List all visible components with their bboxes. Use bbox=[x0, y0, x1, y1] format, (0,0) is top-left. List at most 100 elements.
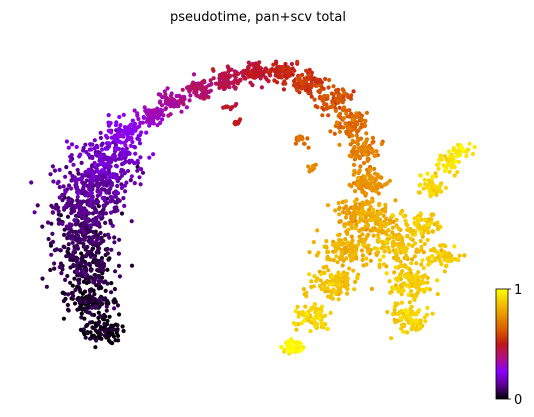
scatter-point bbox=[406, 292, 411, 297]
scatter-point bbox=[355, 176, 361, 181]
scatter-point bbox=[106, 167, 111, 172]
scatter-point bbox=[352, 287, 357, 292]
scatter-point bbox=[116, 251, 121, 256]
scatter-point bbox=[100, 187, 105, 192]
scatter-point bbox=[90, 235, 95, 240]
scatter-point bbox=[319, 320, 324, 325]
scatter-point bbox=[71, 293, 76, 299]
scatter-point bbox=[77, 287, 82, 292]
scatter-point bbox=[137, 137, 142, 142]
scatter-point bbox=[52, 266, 57, 271]
scatter-point bbox=[44, 284, 50, 289]
scatter-point bbox=[393, 198, 398, 203]
scatter-point bbox=[405, 330, 410, 335]
scatter-point bbox=[317, 83, 323, 88]
scatter-point bbox=[70, 203, 75, 208]
scatter-point bbox=[398, 315, 403, 320]
scatter-point bbox=[98, 135, 103, 141]
scatter-point bbox=[79, 315, 84, 320]
scatter-point bbox=[383, 202, 388, 207]
scatter-point bbox=[74, 184, 79, 189]
scatter-point bbox=[57, 265, 62, 270]
scatter-point bbox=[302, 76, 307, 81]
scatter-point bbox=[99, 279, 104, 284]
scatter-point bbox=[425, 305, 430, 310]
scatter-point bbox=[46, 236, 51, 242]
scatter-point bbox=[120, 133, 125, 138]
scatter-point bbox=[449, 165, 454, 170]
scatter-point bbox=[292, 68, 297, 73]
scatter-point bbox=[459, 146, 464, 151]
colorbar-gradient bbox=[495, 288, 509, 400]
scatter-point bbox=[83, 254, 89, 259]
scatter-point bbox=[295, 59, 300, 64]
scatter-point bbox=[196, 93, 201, 99]
scatter-point bbox=[294, 327, 299, 332]
scatter-point bbox=[177, 93, 182, 98]
scatter-point bbox=[408, 278, 413, 283]
scatter-point bbox=[75, 260, 80, 265]
scatter-point bbox=[123, 159, 128, 164]
scatter-point bbox=[413, 294, 418, 299]
scatter-point bbox=[230, 105, 235, 110]
scatter-point bbox=[65, 302, 70, 308]
scatter-point bbox=[88, 336, 93, 341]
scatter-point bbox=[98, 130, 103, 135]
scatter-point bbox=[342, 250, 348, 255]
scatter-point bbox=[341, 258, 346, 263]
scatter-point bbox=[86, 217, 91, 222]
scatter-point bbox=[116, 134, 121, 139]
scatter-point bbox=[123, 189, 128, 194]
scatter-point bbox=[406, 283, 411, 288]
scatter-point bbox=[79, 260, 84, 266]
scatter-point bbox=[226, 69, 231, 74]
scatter-point bbox=[385, 181, 390, 186]
scatter-point bbox=[297, 134, 302, 139]
scatter-point bbox=[32, 210, 37, 215]
scatter-point bbox=[408, 307, 413, 312]
scatter-point bbox=[75, 269, 80, 274]
scatter-point bbox=[84, 178, 89, 183]
scatter-point bbox=[455, 257, 460, 262]
scatter-point bbox=[438, 224, 443, 229]
scatter-point bbox=[418, 318, 423, 323]
scatter-point bbox=[75, 194, 80, 199]
scatter-point bbox=[94, 238, 99, 243]
scatter-point bbox=[316, 250, 321, 255]
scatter-point bbox=[451, 146, 456, 151]
scatter-point bbox=[336, 270, 341, 275]
scatter-point bbox=[109, 281, 114, 286]
scatter-point bbox=[321, 265, 326, 270]
scatter-point bbox=[385, 309, 390, 315]
scatter-point bbox=[122, 183, 127, 188]
scatter-point bbox=[88, 191, 93, 196]
scatter-point bbox=[424, 286, 429, 291]
scatter-point bbox=[413, 232, 418, 237]
scatter-point bbox=[370, 140, 375, 145]
scatter-point bbox=[81, 186, 86, 191]
scatter-point bbox=[75, 284, 80, 289]
scatter-point bbox=[259, 85, 264, 90]
scatter-point bbox=[121, 328, 126, 334]
scatter-point bbox=[107, 128, 112, 133]
scatter-point bbox=[281, 70, 287, 75]
scatter-point bbox=[317, 316, 322, 321]
scatter-point bbox=[156, 111, 162, 116]
scatter-point bbox=[436, 166, 441, 171]
scatter-point bbox=[296, 138, 301, 143]
scatter-point bbox=[304, 68, 309, 73]
scatter-point bbox=[336, 233, 341, 238]
scatter-point bbox=[104, 308, 109, 313]
scatter-point bbox=[464, 149, 469, 154]
scatter-point bbox=[351, 205, 356, 210]
scatter-point bbox=[314, 77, 319, 82]
scatter-point bbox=[448, 154, 453, 159]
scatter-point bbox=[175, 104, 180, 109]
scatter-point bbox=[360, 253, 365, 258]
scatter-point bbox=[305, 136, 310, 141]
scatter-point bbox=[462, 253, 467, 258]
scatter-point bbox=[66, 232, 71, 237]
scatter-point bbox=[188, 93, 193, 98]
scatter-point bbox=[119, 173, 125, 178]
scatter-point bbox=[307, 250, 312, 255]
